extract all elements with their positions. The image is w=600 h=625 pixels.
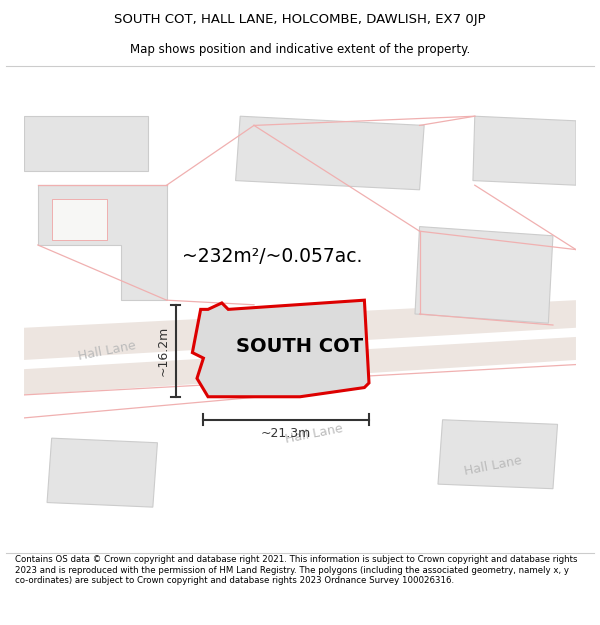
Text: Contains OS data © Crown copyright and database right 2021. This information is : Contains OS data © Crown copyright and d… (15, 555, 577, 585)
Text: Hall Lane: Hall Lane (463, 454, 523, 478)
Polygon shape (24, 337, 576, 395)
Polygon shape (415, 227, 553, 323)
Polygon shape (52, 199, 107, 241)
Polygon shape (473, 116, 576, 185)
Text: ~232m²/~0.057ac.: ~232m²/~0.057ac. (182, 248, 362, 266)
Text: Map shows position and indicative extent of the property.: Map shows position and indicative extent… (130, 42, 470, 56)
Polygon shape (236, 116, 424, 190)
Polygon shape (24, 300, 576, 360)
Text: SOUTH COT, HALL LANE, HOLCOMBE, DAWLISH, EX7 0JP: SOUTH COT, HALL LANE, HOLCOMBE, DAWLISH,… (114, 13, 486, 26)
Text: Hall Lane: Hall Lane (77, 339, 137, 362)
Polygon shape (38, 185, 167, 300)
Text: ~21.3m: ~21.3m (261, 427, 311, 440)
Polygon shape (24, 116, 148, 171)
Polygon shape (212, 305, 362, 388)
Text: Hall Lane: Hall Lane (284, 422, 344, 446)
Polygon shape (47, 438, 157, 507)
Polygon shape (438, 420, 557, 489)
Polygon shape (193, 300, 369, 397)
Text: SOUTH COT: SOUTH COT (236, 337, 364, 356)
Text: ~16.2m: ~16.2m (157, 326, 169, 376)
